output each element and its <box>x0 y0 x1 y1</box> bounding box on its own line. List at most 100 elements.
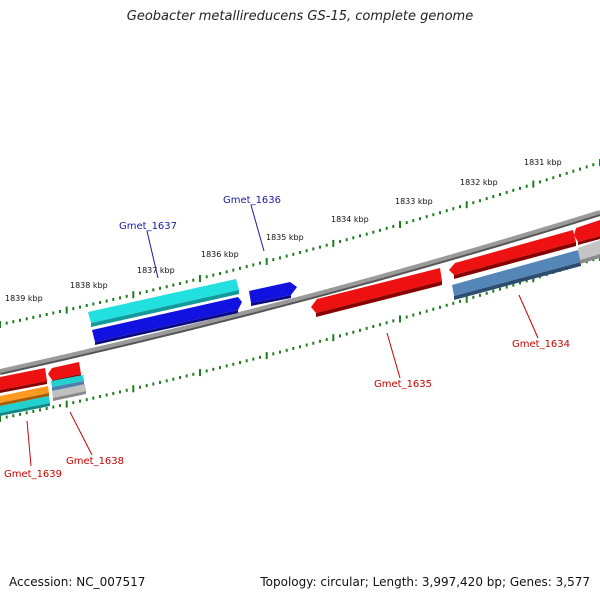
outer-tick <box>305 249 308 253</box>
inner-tick <box>192 372 195 376</box>
outer-tick <box>79 305 81 309</box>
gene-label-gmet-1638: Gmet_1638 <box>66 456 124 467</box>
inner-tick <box>179 376 181 379</box>
outer-tick <box>565 171 568 175</box>
outer-tick <box>112 297 115 301</box>
inner-tick <box>512 283 515 287</box>
inner-tick <box>85 398 88 402</box>
gene-label-gmet-1637: Gmet_1637 <box>119 221 177 232</box>
outer-tick <box>479 199 481 203</box>
outer-tick <box>459 205 461 209</box>
gene-label-gmet-1639: Gmet_1639 <box>4 469 62 480</box>
outer-tick <box>192 278 195 282</box>
outer-tick <box>445 209 448 213</box>
outer-tick <box>105 299 108 303</box>
inner-tick <box>325 338 328 341</box>
gene-gmet-1635[interactable] <box>311 268 442 317</box>
inner-tick <box>32 409 35 413</box>
outer-tick <box>472 201 475 205</box>
gene-gmet-1638-stack[interactable] <box>51 375 86 401</box>
outer-tick <box>65 306 68 314</box>
gene-cyan-left[interactable] <box>0 396 50 416</box>
gene-blue-under-1637[interactable] <box>92 297 242 345</box>
gene-red-left[interactable] <box>0 368 47 393</box>
outer-tick <box>539 180 541 184</box>
inner-tick <box>165 379 168 383</box>
outer-tick <box>439 211 441 215</box>
inner-tick <box>205 369 208 373</box>
gene-gray-right[interactable] <box>578 240 600 264</box>
inner-tick <box>492 289 495 293</box>
outer-tick <box>452 207 455 211</box>
inner-tick <box>239 361 241 364</box>
inner-tick <box>119 390 121 394</box>
kbp-label-1839: 1839 kbp <box>5 294 43 303</box>
outer-tick <box>592 163 595 167</box>
inner-tick <box>379 323 381 327</box>
outer-tick <box>139 291 141 295</box>
gene-red-upper-right[interactable] <box>449 230 576 279</box>
inner-tick <box>352 330 355 334</box>
inner-tick <box>405 315 408 319</box>
outer-tick <box>339 240 341 243</box>
inner-tick <box>532 275 535 283</box>
gene-red-right-edge[interactable] <box>574 220 600 245</box>
gene-gmet-1636[interactable] <box>249 282 297 306</box>
outer-tick-track <box>0 159 600 328</box>
map-title: Geobacter metallireducens GS-15, complet… <box>126 9 474 24</box>
inner-tick <box>479 293 481 297</box>
outer-tick <box>285 254 288 258</box>
outer-tick <box>179 282 181 285</box>
outer-tick <box>345 238 348 242</box>
outer-tick <box>152 288 155 292</box>
inner-tick <box>292 347 295 350</box>
outer-tick <box>165 285 168 289</box>
outer-tick <box>425 215 428 219</box>
outer-tick <box>59 310 61 313</box>
inner-tick <box>465 295 468 303</box>
kbp-label-1831: 1831 kbp <box>524 158 562 167</box>
outer-tick <box>19 318 21 322</box>
inner-tick <box>445 303 448 307</box>
outer-tick <box>0 321 1 328</box>
kbp-label-1833: 1833 kbp <box>395 197 433 206</box>
outer-tick <box>465 201 468 209</box>
kbp-label-1838: 1838 kbp <box>70 281 108 290</box>
outer-tick <box>392 224 395 228</box>
outer-tick <box>572 169 575 173</box>
outer-tick <box>232 268 235 272</box>
outer-tick <box>552 176 555 180</box>
inner-tick <box>432 307 435 311</box>
inner-tick <box>439 305 441 309</box>
outer-tick <box>325 243 328 247</box>
inner-tick <box>419 311 421 315</box>
inner-tick <box>79 399 81 403</box>
outer-tick <box>405 221 408 225</box>
inner-tick <box>185 374 188 378</box>
inner-tick <box>399 315 401 323</box>
outer-tick <box>99 301 101 304</box>
gene-gmet-1637[interactable] <box>88 279 239 327</box>
outer-tick <box>432 213 435 217</box>
inner-tick <box>472 295 475 299</box>
inner-tick <box>225 364 228 368</box>
kbp-label-1835: 1835 kbp <box>266 233 304 242</box>
outer-tick <box>525 184 528 188</box>
inner-tick <box>265 352 268 360</box>
inner-tick <box>259 355 261 359</box>
outer-tick <box>12 320 15 324</box>
gene-gmet-1634[interactable] <box>452 250 581 300</box>
outer-tick <box>212 273 215 277</box>
gene-orange-left[interactable] <box>0 386 49 406</box>
outer-tick <box>505 190 508 194</box>
kbp-label-1836: 1836 kbp <box>201 250 239 259</box>
outer-tick <box>312 247 315 251</box>
inner-tick <box>345 332 348 336</box>
outer-tick <box>519 186 521 190</box>
inner-tick-track <box>0 254 600 422</box>
inner-tick <box>105 393 108 397</box>
outer-tick <box>185 280 188 284</box>
inner-tick <box>272 352 275 356</box>
